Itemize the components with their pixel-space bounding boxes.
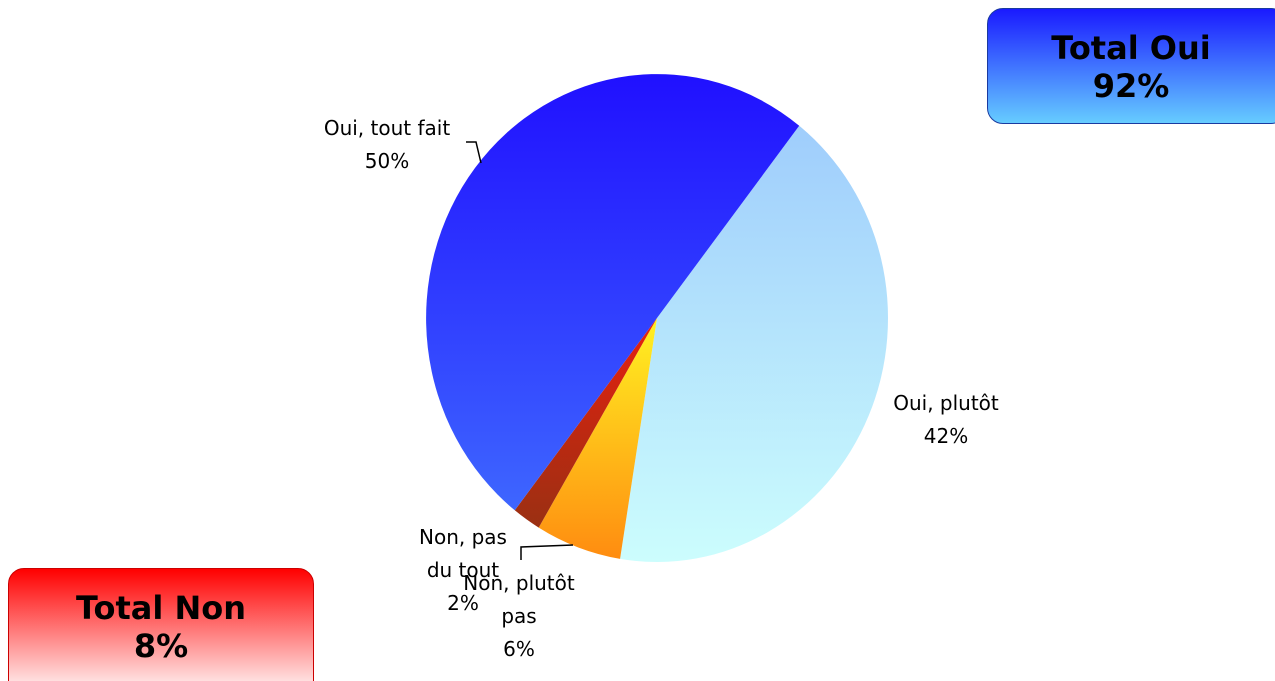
slice-value: 2% bbox=[447, 591, 479, 615]
total-title: Total Non bbox=[75, 589, 247, 627]
leader-line bbox=[520, 544, 574, 560]
slice-label: Oui, tout fait 50% bbox=[297, 112, 477, 178]
slice-name: Oui, tout fait bbox=[323, 116, 451, 140]
total-value: 92% bbox=[1092, 67, 1170, 105]
pie-slice bbox=[426, 74, 800, 511]
slice-label: Non, plutôt pas 6% bbox=[449, 567, 589, 666]
slice-name: Non, plutôt pas bbox=[463, 571, 575, 628]
slice-name: Non, pas du tout bbox=[419, 525, 507, 582]
total-title: Total Oui bbox=[1051, 29, 1211, 67]
pie-slice bbox=[620, 125, 888, 562]
total-value: 8% bbox=[133, 627, 189, 665]
total-box: Total Non 8% bbox=[8, 568, 314, 681]
slice-name: Oui, plutôt bbox=[893, 391, 999, 415]
slice-label: Oui, plutôt 42% bbox=[866, 387, 1026, 453]
slice-value: 6% bbox=[503, 637, 535, 661]
total-box: Total Oui 92% bbox=[987, 8, 1275, 124]
slice-label: Non, pas du tout 2% bbox=[405, 521, 521, 620]
leader-line bbox=[466, 141, 482, 164]
pie-slice bbox=[538, 318, 657, 559]
slice-value: 42% bbox=[923, 424, 969, 448]
slice-value: 50% bbox=[364, 149, 410, 173]
pie-slice bbox=[514, 318, 657, 528]
